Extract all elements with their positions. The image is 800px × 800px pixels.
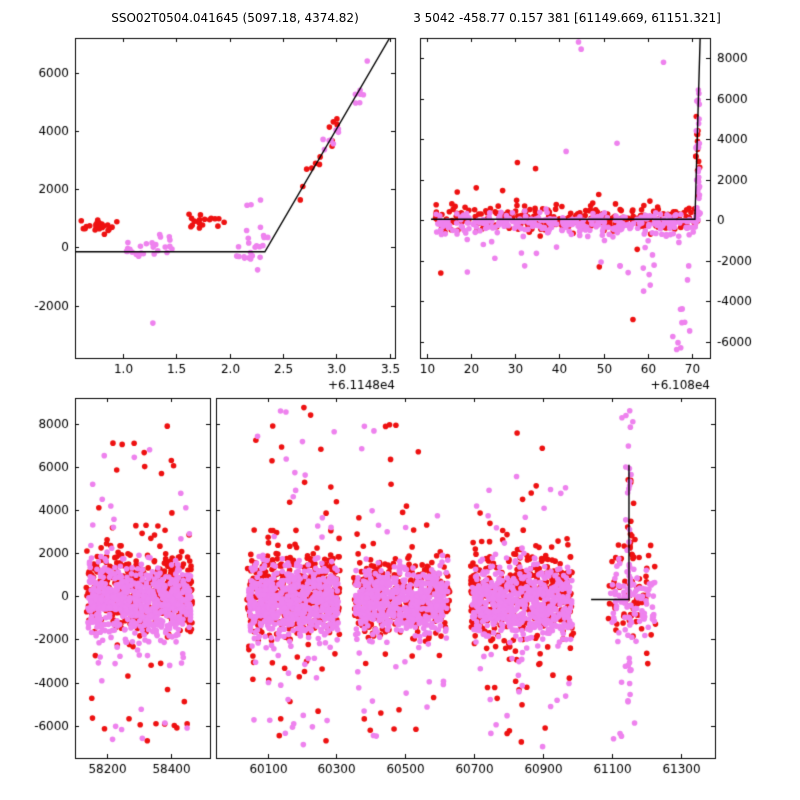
top-right-plot-title: 3 5042 -458.77 0.157 381 [61149.669, 611…: [413, 11, 721, 25]
top-left-plot-title: SSO02T0504.041645 (5097.18, 4374.82): [111, 11, 359, 25]
